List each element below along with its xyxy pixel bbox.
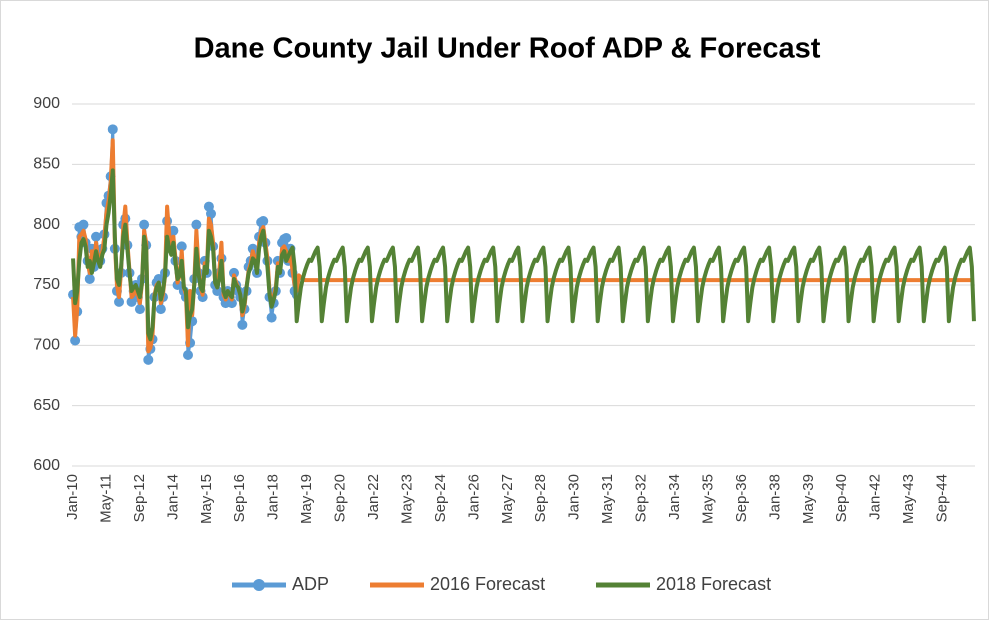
point [237, 319, 248, 330]
point [176, 241, 187, 252]
point [191, 219, 202, 230]
point [197, 292, 208, 303]
y-tick-label: 800 [33, 216, 60, 233]
x-tick-label: Sep-40 [833, 474, 850, 522]
x-tick-label: May-43 [900, 474, 917, 524]
point [153, 273, 164, 284]
point [107, 124, 118, 135]
point [155, 304, 166, 315]
x-tick-label: Jan-42 [867, 474, 884, 520]
x-tick-label: May-35 [699, 474, 716, 524]
y-tick-label: 600 [33, 457, 60, 474]
legend-label: ADP [292, 574, 329, 594]
x-tick-label: Sep-16 [231, 474, 248, 522]
y-tick-label: 850 [33, 156, 60, 173]
x-tick-label: Jan-22 [365, 474, 382, 520]
point [143, 354, 154, 365]
point [139, 219, 150, 230]
x-tick-label: Sep-24 [432, 474, 449, 522]
point [134, 304, 145, 315]
point [206, 208, 217, 219]
point [84, 273, 95, 284]
point [91, 231, 102, 242]
y-tick-label: 750 [33, 276, 60, 293]
x-tick-label: Jan-26 [465, 474, 482, 520]
legend-marker [253, 579, 265, 591]
point [228, 267, 239, 278]
legend-label: 2016 Forecast [430, 574, 545, 594]
legend-label: 2018 Forecast [656, 574, 771, 594]
x-tick-label: May-39 [800, 474, 817, 524]
y-tick-label: 700 [33, 337, 60, 354]
x-tick-label: Sep-12 [131, 474, 148, 522]
point [172, 280, 183, 290]
x-tick-label: May-11 [97, 474, 114, 523]
point [281, 232, 292, 243]
x-tick-label: May-31 [599, 474, 616, 524]
point [114, 296, 125, 307]
x-tick-label: Jan-10 [64, 474, 81, 520]
y-tick-label: 900 [33, 95, 60, 112]
x-tick-label: Jan-30 [566, 474, 583, 520]
x-tick-label: May-23 [398, 474, 415, 524]
y-tick-label: 650 [33, 397, 60, 414]
x-tick-label: Sep-28 [532, 474, 549, 522]
x-tick-label: Jan-38 [766, 474, 783, 520]
point [183, 349, 194, 360]
x-tick-label: Jan-14 [164, 474, 181, 520]
point [258, 216, 269, 227]
point [266, 312, 277, 323]
point [70, 335, 81, 346]
x-tick-label: Sep-44 [934, 474, 951, 522]
series-line [71, 168, 976, 342]
x-tick-label: Sep-36 [733, 474, 750, 522]
point [212, 286, 223, 297]
x-tick-label: May-19 [298, 474, 315, 524]
point [78, 219, 89, 230]
x-tick-label: Sep-32 [633, 474, 650, 522]
chart-title: Dane County Jail Under Roof ADP & Foreca… [194, 33, 821, 65]
x-tick-label: May-15 [198, 474, 215, 524]
x-tick-label: May-27 [499, 474, 516, 524]
point [226, 298, 237, 309]
x-tick-label: Sep-20 [332, 474, 349, 522]
x-tick-label: Jan-18 [265, 474, 282, 520]
x-tick-label: Jan-34 [666, 474, 683, 520]
